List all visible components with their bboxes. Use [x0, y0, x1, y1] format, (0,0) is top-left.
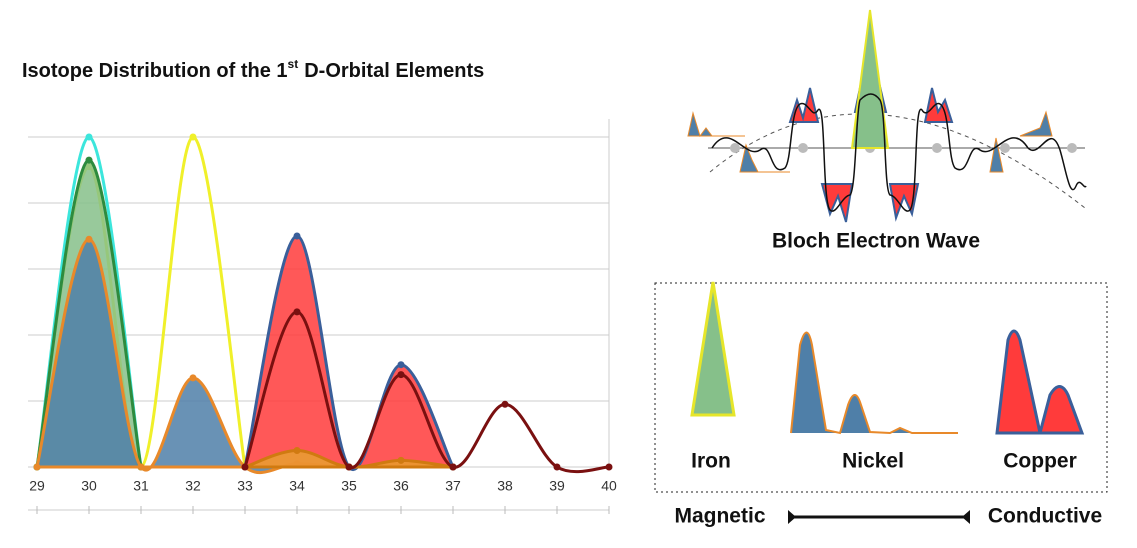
point — [449, 463, 457, 471]
diagram-caption: Bloch Electron Wave — [772, 230, 980, 253]
point — [397, 456, 405, 464]
x-tick-label: 34 — [289, 478, 305, 494]
plot: 29 30 31 32 33 34 35 36 37 38 39 40 — [28, 119, 617, 514]
chart-title: Isotope Distribution of the 1st D-Orbital… — [22, 57, 484, 82]
point — [397, 371, 405, 379]
point — [397, 361, 405, 369]
legend-box — [654, 282, 1108, 493]
iron-shape — [850, 9, 890, 149]
point — [241, 463, 249, 471]
x-tick-label: 33 — [237, 478, 253, 494]
legend-label: Iron — [691, 450, 731, 473]
point — [33, 463, 41, 471]
scale-right: Conductive — [988, 505, 1102, 528]
point — [293, 447, 301, 454]
point — [189, 133, 197, 141]
point — [293, 232, 301, 240]
scale-left: Magnetic — [674, 505, 765, 528]
x-tick-label: 36 — [393, 478, 409, 494]
x-tick-label: 39 — [549, 478, 565, 494]
nickel-shape — [989, 137, 1004, 173]
x-tick-label: 35 — [341, 478, 357, 494]
nickel-shape — [1019, 110, 1053, 137]
x-tick-label: 40 — [601, 478, 617, 494]
copper-shape — [788, 87, 820, 123]
x-tick-label: 31 — [133, 478, 149, 494]
point — [85, 235, 93, 243]
legend-label: Copper — [1003, 450, 1077, 473]
lattice — [730, 143, 1077, 153]
point — [553, 463, 561, 471]
wave — [711, 93, 1087, 212]
nickel-shape — [739, 143, 790, 173]
nickel-icon — [790, 331, 958, 435]
x-tick-label: 38 — [497, 478, 513, 494]
point — [85, 156, 93, 164]
point — [189, 374, 197, 382]
bloch-illustration — [687, 9, 1087, 223]
area — [243, 234, 456, 471]
x-tick-label: 30 — [81, 478, 97, 494]
title-sup: st — [288, 57, 299, 71]
iron-icon — [690, 281, 736, 417]
point — [501, 400, 509, 408]
x-tick-label: 37 — [445, 478, 461, 494]
x-tick-label: 32 — [185, 478, 201, 494]
title-main: Isotope Distribution of the 1 — [22, 60, 288, 82]
title-rest: D-Orbital Elements — [304, 60, 484, 82]
legend-label: Nickel — [842, 450, 904, 473]
point — [293, 308, 301, 316]
copper-icon — [995, 329, 1085, 435]
x-tick-label: 29 — [29, 478, 45, 494]
point — [85, 133, 93, 141]
point — [605, 463, 613, 471]
nickel-shape — [687, 111, 745, 138]
copper-shape — [923, 87, 954, 123]
point — [345, 463, 353, 471]
point — [137, 463, 145, 471]
